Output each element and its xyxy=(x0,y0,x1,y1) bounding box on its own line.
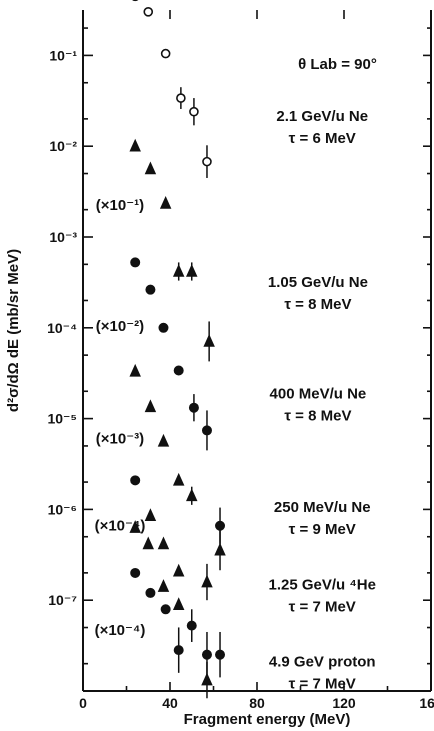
point-filled-circle xyxy=(130,475,141,486)
point-filled-circle xyxy=(130,567,141,578)
y-tick-label: 10⁻² xyxy=(49,138,77,154)
point-triangle xyxy=(129,138,141,152)
point-triangle xyxy=(142,536,154,550)
point-triangle xyxy=(172,472,185,486)
x-axis-title: Fragment energy (MeV) xyxy=(184,711,351,728)
scale-factor-label: (×10⁻³) xyxy=(96,431,144,448)
annotation-line: 400 MeV/u Ne xyxy=(270,386,367,403)
y-tick-label: 10⁻⁴ xyxy=(47,320,77,336)
annotation-s2: 1.05 GeV/u Ne τ = 8 MeV xyxy=(268,274,368,313)
point-filled-circle xyxy=(201,425,212,436)
data-marks xyxy=(129,0,226,699)
point-triangle xyxy=(129,363,141,377)
annotations: Au target, fragmentmass 120-139θ Lab = 9… xyxy=(95,56,377,692)
point-triangle xyxy=(172,264,185,277)
annotation-line: 4.9 GeV proton xyxy=(269,653,376,670)
point-triangle xyxy=(157,536,170,550)
point-open-circle xyxy=(202,156,212,167)
scale-factor-label: (×10⁻²) xyxy=(96,318,144,335)
point-filled-circle xyxy=(188,402,199,413)
y-tick-label: 10⁻¹ xyxy=(49,47,77,63)
annotation-s1: 2.1 GeV/u Ne τ = 6 MeV xyxy=(276,108,368,147)
point-triangle xyxy=(144,161,157,175)
point-filled-circle xyxy=(145,587,156,598)
point-triangle xyxy=(129,520,141,533)
ticks: 0 40 80 120 160 10⁻¹ 10⁻² 10⁻³ 10⁻⁴ 10⁻⁵ 10⁻⁶ 10⁻⁷ xyxy=(47,10,434,711)
point-filled-circle xyxy=(158,322,169,333)
point-triangle xyxy=(159,195,172,209)
point-filled-circle xyxy=(173,365,184,376)
x-tick-label: 0 xyxy=(79,695,87,711)
annotation-line: 1.25 GeV/u ⁴He xyxy=(269,576,376,593)
point-triangle xyxy=(172,563,185,577)
axes xyxy=(82,10,432,692)
annotation-line: τ = 6 MeV xyxy=(289,130,356,147)
annotation-s4: 250 MeV/u Ne τ = 9 MeV xyxy=(274,499,371,538)
scale-factor-label: (×10⁻⁴) xyxy=(95,518,146,535)
point-filled-circle xyxy=(160,604,171,615)
annotation-line: τ = 7 MeV xyxy=(289,598,356,615)
point-filled-circle xyxy=(173,645,184,656)
point-triangle xyxy=(144,399,157,413)
point-triangle xyxy=(203,333,215,347)
x-tick-label: 120 xyxy=(332,695,356,711)
point-open-circle xyxy=(143,7,154,17)
annotation-line: 1.05 GeV/u Ne xyxy=(268,274,368,291)
annotation-line: τ = 8 MeV xyxy=(284,408,351,425)
point-filled-circle xyxy=(215,649,226,660)
point-filled-circle xyxy=(186,620,197,631)
y-tick-label: 10⁻³ xyxy=(49,229,77,245)
point-triangle xyxy=(186,488,198,502)
scale-factor-label: (×10⁻⁴) xyxy=(95,622,146,639)
annotation-line: τ = 7 MeV xyxy=(289,675,356,692)
point-filled-circle xyxy=(201,649,212,660)
y-tick-label: 10⁻⁷ xyxy=(48,592,77,608)
annotation-line: τ = 8 MeV xyxy=(284,296,351,313)
point-open-circle xyxy=(176,93,186,103)
point-triangle xyxy=(201,672,213,686)
y-axis-title: d²σ/dΩ dE (mb/sr MeV) xyxy=(5,249,22,412)
point-triangle xyxy=(214,542,226,556)
point-triangle xyxy=(201,574,213,588)
annotation-line: θ Lab = 90° xyxy=(298,56,377,73)
point-triangle xyxy=(157,579,170,592)
point-open-circle xyxy=(189,106,199,117)
annotation-s5: 1.25 GeV/u ⁴He τ = 7 MeV xyxy=(269,576,376,615)
y-tick-label: 10⁻⁵ xyxy=(47,411,77,427)
point-triangle xyxy=(186,264,198,277)
annotation-line: τ = 9 MeV xyxy=(289,521,356,538)
y-tick-label: 10⁻⁶ xyxy=(48,501,77,517)
annotation-s6: 4.9 GeV proton τ = 7 MeV xyxy=(269,653,376,692)
annotation-line: 250 MeV/u Ne xyxy=(274,499,371,516)
x-tick-label: 160 xyxy=(419,695,434,711)
annotation-s3: 400 MeV/u Ne τ = 8 MeV xyxy=(270,386,367,425)
point-triangle xyxy=(144,508,157,522)
point-open-circle xyxy=(160,48,171,59)
x-tick-label: 40 xyxy=(162,695,178,711)
point-triangle xyxy=(172,597,185,611)
x-tick-label: 80 xyxy=(249,695,265,711)
annotation-angle: θ Lab = 90° xyxy=(298,56,377,73)
point-filled-circle xyxy=(145,284,156,295)
point-triangle xyxy=(157,433,170,447)
scale-factor-label: (×10⁻¹) xyxy=(96,197,144,214)
point-filled-circle xyxy=(130,257,141,268)
annotation-line: 2.1 GeV/u Ne xyxy=(276,108,368,125)
point-filled-circle xyxy=(215,520,226,531)
